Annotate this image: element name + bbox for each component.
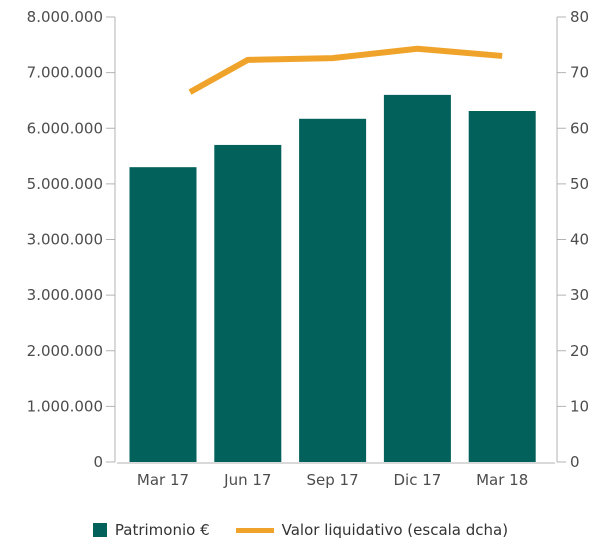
line-valor-liquidativo: [188, 45, 503, 95]
x-tick-label: Dic 17: [393, 471, 441, 489]
legend-swatch-patrimonio: [92, 523, 107, 537]
legend-item-valor-liquidativo: Valor liquidativo (escala dcha): [235, 521, 509, 539]
x-tick-label: Jun 17: [223, 471, 271, 489]
legend-item-patrimonio: Patrimonio €: [92, 521, 210, 539]
legend-swatch-valor-liquidativo: [235, 527, 274, 533]
bars: [129, 94, 536, 462]
x-tick-label: Sep 17: [307, 471, 359, 489]
right-tick-label: 40: [570, 231, 589, 249]
bar: [299, 118, 367, 462]
left-tick-label: 3.000.000: [27, 231, 103, 249]
left-tick-label: 7.000.000: [27, 64, 103, 82]
legend: Patrimonio € Valor liquidativo (escala d…: [0, 518, 601, 542]
left-tick-label: 1.000.000: [27, 397, 103, 415]
right-tick-label: 50: [570, 175, 589, 193]
right-tick-label: 80: [570, 8, 589, 26]
right-axis: 0 10 20 30 40 50 60 70 80: [556, 8, 589, 471]
right-tick-label: 70: [570, 64, 589, 82]
right-tick-label: 60: [570, 119, 589, 137]
x-tick-label: Mar 18: [476, 471, 528, 489]
bar: [214, 144, 282, 462]
left-axis: 0 1.000.000 2.000.000 3.000.000 3.000.000 5.0…: [27, 8, 116, 471]
left-tick-label: 6.000.000: [27, 119, 103, 137]
left-tick-label: 0: [93, 453, 103, 471]
legend-label-valor-liquidativo: Valor liquidativo (escala dcha): [281, 521, 509, 539]
left-tick-label: 3.000.000: [27, 286, 103, 304]
left-tick-label: 2.000.000: [27, 342, 103, 360]
chart: 0 1.000.000 2.000.000 3.000.000 3.000.000 5.0…: [27, 8, 589, 489]
bar: [129, 167, 197, 462]
right-tick-label: 10: [570, 397, 589, 415]
bar: [468, 111, 536, 462]
x-axis: Mar 17 Jun 17 Sep 17 Dic 17 Mar 18: [117, 462, 555, 489]
left-tick-label: 8.000.000: [27, 8, 103, 26]
right-tick-label: 0: [570, 453, 580, 471]
right-tick-label: 30: [570, 286, 589, 304]
right-tick-label: 20: [570, 342, 589, 360]
left-tick-label: 5.000.000: [27, 175, 103, 193]
line-series: [188, 45, 503, 95]
legend-label-patrimonio: Patrimonio €: [114, 521, 210, 539]
x-tick-label: Mar 17: [137, 471, 189, 489]
bar: [383, 94, 451, 462]
